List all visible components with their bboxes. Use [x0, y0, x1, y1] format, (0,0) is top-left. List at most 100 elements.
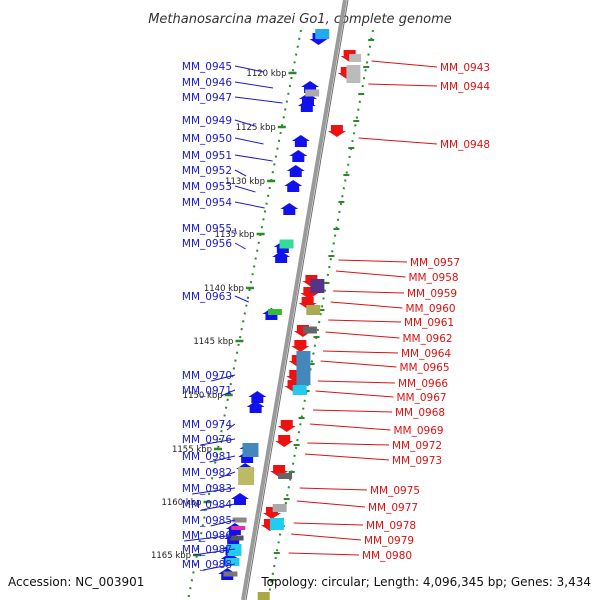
tick-label: 1125 kbp [236, 123, 276, 133]
feature-box [346, 65, 361, 83]
left-gene-label: MM_0949 [182, 115, 232, 127]
tick-label: 1120 kbp [246, 69, 286, 79]
right-gene-label: MM_0959 [407, 288, 457, 300]
left-gene-label: MM_0963 [182, 291, 232, 303]
feature-box [229, 535, 244, 541]
left-leader-line [234, 295, 249, 303]
right-gene-label: MM_0958 [409, 272, 459, 284]
scale-ticks: 1120 kbp 1125 kbp 1130 kbp 1135 kbp 1140 kbp… [151, 39, 375, 581]
right-gene-label: MM_0948 [440, 139, 490, 151]
left-gene-label: MM_0984 [182, 499, 232, 511]
left-gene-label: MM_0983 [182, 483, 232, 495]
left-leader-line [200, 438, 236, 446]
left-leader-line [226, 423, 236, 431]
left-leader-line [234, 169, 247, 177]
reverse-gene-arrow [327, 125, 346, 137]
right-gene-label: MM_0966 [398, 378, 448, 390]
forward-gene-arrow [284, 180, 303, 192]
feature-box [279, 239, 294, 249]
right-leader-line [338, 259, 408, 263]
right-gene-label: MM_0961 [404, 317, 454, 329]
right-gene-label: MM_0968 [395, 407, 445, 419]
left-gene-label: MM_0970 [182, 370, 232, 382]
right-gene-label: MM_0943 [440, 62, 490, 74]
left-leader-line [234, 119, 255, 127]
reverse-gene-arrow [275, 435, 294, 447]
left-gene-label: MM_0954 [182, 197, 232, 209]
left-leader-line [234, 96, 283, 104]
left-leader-line [209, 455, 236, 463]
right-leader-line [293, 522, 364, 526]
feature-box [232, 517, 247, 523]
left-gene-label: MM_0986 [182, 530, 232, 542]
right-gene-label: MM_0972 [392, 440, 442, 452]
left-leader-line [210, 519, 236, 527]
left-leader-line [234, 242, 246, 250]
left-gene-label: MM_0976 [182, 434, 232, 446]
left-leader-line [218, 471, 236, 479]
right-gene-label: MM_0979 [364, 535, 414, 547]
right-leader-line [335, 270, 406, 278]
right-leader-line [368, 83, 438, 87]
left-leader-line [234, 201, 265, 209]
left-leader-line [234, 154, 273, 162]
forward-gene-arrow [246, 401, 265, 413]
left-gene-label: MM_0955 [182, 223, 232, 235]
forward-gene-arrow [280, 203, 299, 215]
forward-gene-arrow [248, 391, 267, 403]
right-leader-line [358, 137, 438, 145]
right-gene-label: MM_0962 [403, 333, 453, 345]
right-leader-line [325, 331, 400, 339]
topology-text: Topology: circular; Length: 4,096,345 bp… [260, 575, 591, 589]
tick-label: 1165 kbp [151, 551, 191, 561]
feature-box [269, 518, 284, 530]
feature-box [267, 309, 282, 315]
left-leader-line [234, 185, 256, 193]
feature-box [231, 526, 246, 530]
feature-box [278, 473, 293, 479]
left-leader-line [193, 548, 236, 556]
left-leader-line [234, 81, 274, 89]
right-leader-line [307, 442, 390, 446]
feature-box [257, 592, 270, 600]
feature-box [305, 89, 320, 97]
right-leader-line [320, 360, 397, 368]
right-gene-label: MM_0978 [366, 520, 416, 532]
left-leader-line [220, 389, 236, 397]
left-gene-label: MM_0947 [182, 92, 232, 104]
backbone-shadow [245, 0, 349, 600]
left-gene-label: MM_0981 [182, 451, 232, 463]
tick-label: 1130 kbp [225, 177, 265, 187]
reverse-gene-arrow [277, 420, 296, 432]
tick-label: 1160 kbp [161, 498, 201, 508]
tick-label: 1155 kbp [172, 445, 212, 455]
feature-box [296, 351, 311, 385]
left-gene-labels: MM_0945 MM_0946 MM_0947 MM_0949 MM_0950 MM_09… [182, 61, 283, 571]
feature-box [238, 467, 255, 485]
left-gene-label: MM_0988 [182, 559, 232, 571]
left-gene-label: MM_0951 [182, 150, 232, 162]
left-leader-line [191, 487, 236, 495]
feature-box [223, 571, 238, 577]
right-leader-line [291, 533, 362, 541]
right-gene-label: MM_0969 [394, 425, 444, 437]
left-leader-line [234, 65, 264, 73]
feature-box [349, 54, 362, 62]
left-leader-line [201, 503, 236, 511]
right-leader-line [315, 390, 394, 398]
right-gene-label: MM_0944 [440, 81, 490, 93]
left-leader-line [234, 227, 237, 235]
right-gene-label: MM_0964 [401, 348, 451, 360]
left-gene-label: MM_0952 [182, 165, 232, 177]
tick-label: 1145 kbp [193, 337, 233, 347]
right-leader-line [296, 500, 366, 508]
feature-box [242, 443, 259, 457]
left-gene-label: MM_0953 [182, 181, 232, 193]
map-title: Methanosarcina mazei Go1, complete genom… [148, 12, 452, 27]
right-gene-labels: MM_0943 MM_0944 MM_0948 MM_0957 MM_0958 MM_09… [288, 60, 490, 562]
left-leader-line [211, 374, 236, 382]
right-leader-line [288, 552, 360, 556]
right-gene-label: MM_0973 [392, 455, 442, 467]
tick-label: 1150 kbp [183, 391, 223, 401]
right-gene-label: MM_0957 [410, 257, 460, 269]
